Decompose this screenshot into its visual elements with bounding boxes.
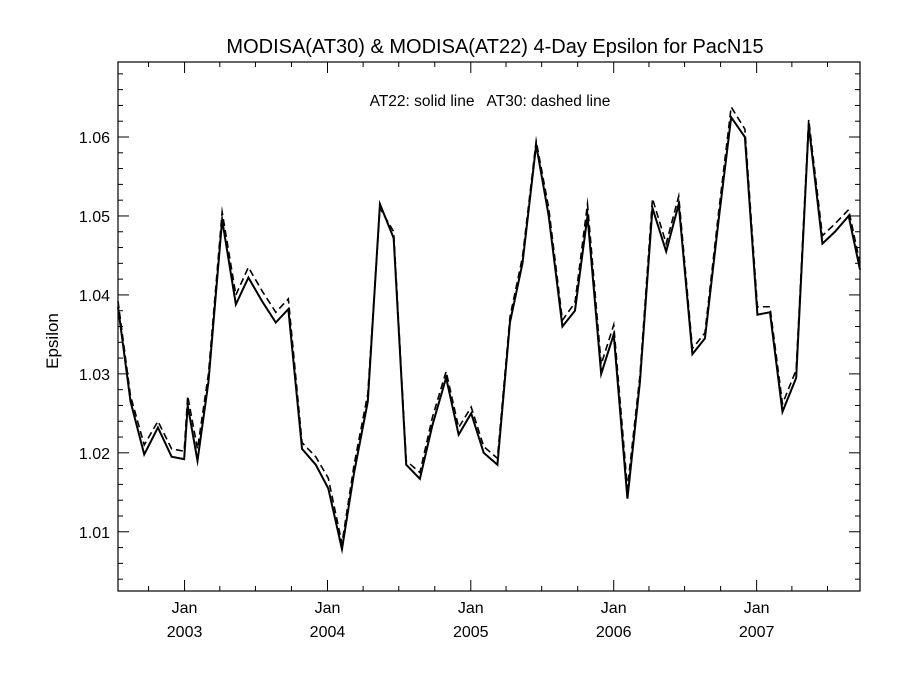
series-line-at22 (117, 114, 861, 555)
y-tick-label: 1.03 (79, 367, 110, 384)
y-axis-label: Epsilon (43, 313, 62, 369)
y-tick-label: 1.04 (79, 288, 110, 305)
chart-title: MODISA(AT30) & MODISA(AT22) 4-Day Epsilo… (226, 36, 763, 58)
x-tick-month-label: Jan (744, 600, 770, 617)
series-layer (117, 104, 861, 555)
x-tick-month-label: Jan (172, 600, 198, 617)
y-tick-label: 1.01 (79, 525, 110, 542)
x-tick-month-label: Jan (458, 600, 484, 617)
x-tick-month-label: Jan (601, 600, 627, 617)
legend-annotation: AT22: solid line AT30: dashed line (370, 93, 611, 110)
x-tick-year-label: 2007 (739, 624, 775, 641)
series-line-at30 (117, 104, 861, 549)
x-tick-year-label: 2005 (453, 624, 489, 641)
y-tick-label: 1.05 (79, 209, 110, 226)
x-tick-year-label: 2006 (596, 624, 632, 641)
y-tick-label: 1.02 (79, 446, 110, 463)
x-tick-year-label: 2003 (167, 624, 203, 641)
plot-frame (117, 61, 861, 592)
axis-ticks: 1.01 1.02 1.03 1.04 1.05 1.06 Jan 2003 Jan 2004 Ja… (79, 62, 860, 641)
x-tick-year-label: 2004 (310, 624, 346, 641)
x-tick-month-label: Jan (315, 600, 341, 617)
y-tick-label: 1.06 (79, 130, 110, 147)
